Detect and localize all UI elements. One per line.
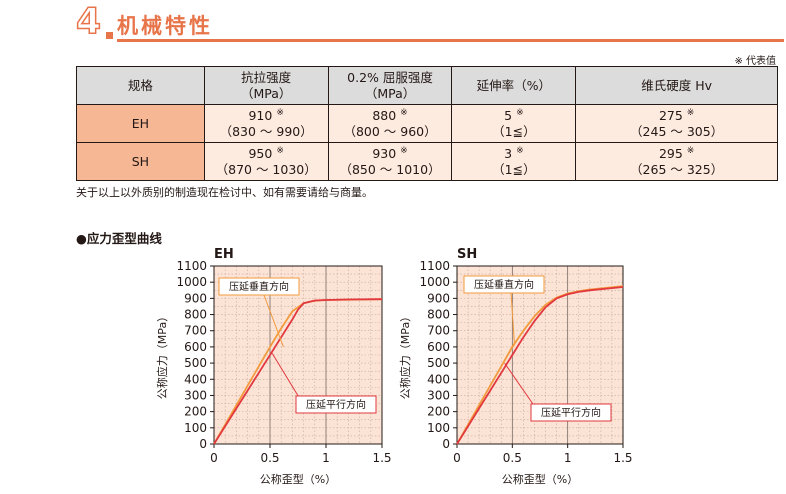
y-tick-label: 200 xyxy=(184,405,207,419)
x-tick-label: 0 xyxy=(210,451,218,465)
y-tick-label: 900 xyxy=(427,291,450,305)
value-cell: 880 ※ （800 ～ 960） xyxy=(327,104,453,143)
representative-value-note: ※ 代表值 xyxy=(734,56,776,67)
section-header: 4 机械特性 xyxy=(75,1,784,46)
mechanical-properties-table: 规格 抗拉强度 （MPa） 0.2% 屈服强度 （MPa） 延伸率（%） 维氏硬度 … xyxy=(76,66,778,181)
x-tick-label: 0 xyxy=(453,451,461,465)
section-title: 机械特性 xyxy=(117,14,213,38)
callout-label: 压延垂直方向 xyxy=(474,278,534,291)
callout-leader xyxy=(510,292,516,346)
y-tick-label: 600 xyxy=(184,340,207,354)
value-cell: 5 ※ （1≦） xyxy=(451,104,577,143)
callout-label: 压延平行方向 xyxy=(306,398,366,411)
x-tick-label: 1 xyxy=(564,451,572,465)
x-axis-label: 公称歪型（%） xyxy=(502,472,578,486)
callout-box xyxy=(463,275,545,294)
value-cell: 275 ※ （245 ～ 305） xyxy=(575,104,778,143)
chart-title: SH xyxy=(457,247,477,262)
chart-title: EH xyxy=(214,247,234,262)
y-tick-label: 200 xyxy=(427,405,450,419)
y-tick-label: 0 xyxy=(442,437,450,451)
callout-box xyxy=(295,395,377,414)
y-tick-label: 1000 xyxy=(176,275,207,289)
x-tick-label: 1 xyxy=(322,451,330,465)
callout-leader xyxy=(271,353,301,400)
callout-label: 压延平行方向 xyxy=(541,406,601,419)
x-tick-label: 0.5 xyxy=(260,451,279,465)
y-tick-label: 1000 xyxy=(419,275,450,289)
y-tick-label: 700 xyxy=(427,324,450,338)
y-tick-label: 600 xyxy=(427,340,450,354)
value-cell: 930 ※ （850 ～ 1010） xyxy=(327,142,453,181)
callout-leader xyxy=(263,294,284,348)
series-line xyxy=(213,298,383,445)
y-tick-label: 500 xyxy=(184,356,207,370)
table-row-sh: SH 950 ※ （870 ～ 1030） 930 ※ （850 ～ 1010） 3… xyxy=(76,142,778,181)
series-line xyxy=(456,286,624,445)
callout-box xyxy=(530,403,612,422)
callout-label: 压延垂直方向 xyxy=(229,280,289,293)
x-tick-label: 1.5 xyxy=(372,451,391,465)
value-cell: 295 ※ （265 ～ 325） xyxy=(575,142,778,181)
y-tick-label: 1100 xyxy=(419,259,450,273)
plot-frame xyxy=(456,265,624,445)
y-tick-label: 300 xyxy=(427,388,450,402)
y-tick-label: 800 xyxy=(427,308,450,322)
stress-strain-section-title: ●应力歪型曲线 xyxy=(76,231,162,246)
y-tick-label: 100 xyxy=(427,421,450,435)
grade-cell: EH xyxy=(76,104,205,143)
callout-box xyxy=(218,277,300,296)
header-cell-hardness: 维氏硬度 Hv xyxy=(575,66,778,105)
y-axis-label: 公称应力（MPa） xyxy=(155,311,169,399)
x-axis-label: 公称歪型（%） xyxy=(260,472,336,486)
table-row-eh: EH 910 ※ （830 ～ 990） 880 ※ （800 ～ 960） 5 ※… xyxy=(76,104,778,143)
x-tick-label: 1.5 xyxy=(613,451,632,465)
header-cell-tensile: 抗拉强度 （MPa） xyxy=(203,66,329,105)
y-tick-label: 800 xyxy=(184,308,207,322)
y-tick-label: 400 xyxy=(427,372,450,386)
y-tick-label: 0 xyxy=(199,437,207,451)
section-rule xyxy=(117,39,784,42)
callout-leader xyxy=(504,362,536,408)
y-tick-label: 300 xyxy=(184,388,207,402)
x-tick-label: 0.5 xyxy=(503,451,522,465)
value-cell: 3 ※ （1≦） xyxy=(451,142,577,181)
y-axis-label: 公称应力（MPa） xyxy=(398,311,412,399)
y-tick-label: 900 xyxy=(184,291,207,305)
consultation-note: 关于以上以外质别的制造现在检讨中、如有需要请给与商量。 xyxy=(76,186,373,199)
plot-frame xyxy=(213,265,383,445)
section-number: 4 xyxy=(75,1,102,43)
grade-cell: SH xyxy=(76,142,205,181)
y-tick-label: 700 xyxy=(184,324,207,338)
header-cell-elongation: 延伸率（%） xyxy=(451,66,577,105)
y-tick-label: 500 xyxy=(427,356,450,370)
y-tick-label: 400 xyxy=(184,372,207,386)
y-tick-label: 100 xyxy=(184,421,207,435)
section-number-dot xyxy=(106,32,113,39)
y-tick-label: 1100 xyxy=(176,259,207,273)
header-cell-grade: 规格 xyxy=(76,66,205,105)
table-header-row: 规格 抗拉强度 （MPa） 0.2% 屈服强度 （MPa） 延伸率（%） 维氏硬度 … xyxy=(76,66,778,105)
